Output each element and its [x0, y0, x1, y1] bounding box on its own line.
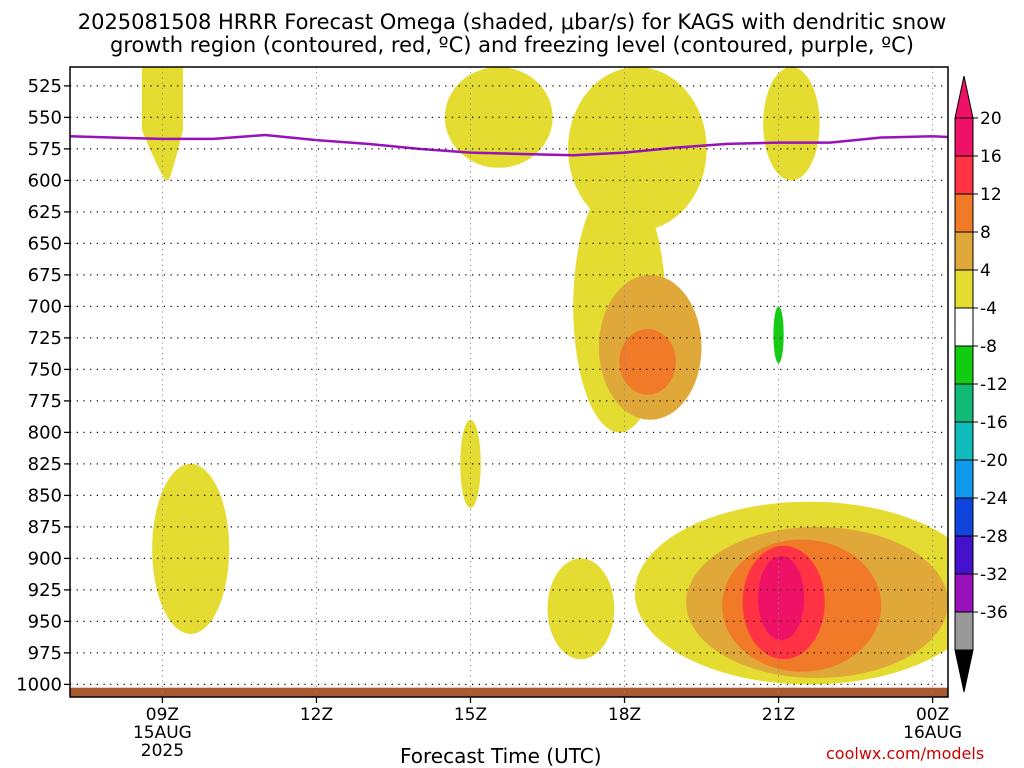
colorbar-label: -24	[980, 489, 1008, 509]
y-tick-label: 575	[28, 139, 62, 160]
colorbar-swatch	[954, 269, 974, 309]
omega-region-4-7	[460, 419, 481, 508]
colorbar-label: 12	[980, 185, 1002, 205]
chart-title-line-2: growth region (contoured, red, ºC) and f…	[110, 33, 914, 57]
colorbar-label: -20	[980, 451, 1008, 471]
chart-title-line-1: 2025081508 HRRR Forecast Omega (shaded, …	[77, 10, 947, 34]
x-tick-label: 12Z	[300, 705, 333, 725]
y-tick-label: 875	[28, 517, 62, 538]
colorbar-swatch	[954, 345, 974, 385]
omega-region-20-15	[758, 555, 805, 641]
y-tick-label: 550	[28, 107, 62, 128]
colorbar-label: 16	[980, 147, 1002, 167]
plot-frame	[69, 66, 949, 698]
x-tick-label: 09Z	[146, 705, 179, 725]
y-tick-label: 850	[28, 485, 62, 506]
y-tick-label: 800	[28, 422, 62, 443]
colorbar-label: -36	[980, 603, 1008, 623]
y-tick-label: 725	[28, 328, 62, 349]
y-tick-label: 675	[28, 265, 62, 286]
colorbar-swatch	[954, 611, 974, 651]
x-tick-label: 15Z	[454, 705, 487, 725]
colorbar-min-arrow	[954, 649, 974, 693]
y-tick-label: 650	[28, 233, 62, 254]
colorbar-swatch	[954, 573, 974, 613]
y-tick-label: 525	[28, 76, 62, 97]
ground-surface	[70, 687, 948, 697]
colorbar-swatch	[954, 117, 974, 157]
colorbar-swatch	[954, 421, 974, 461]
y-tick-label: 950	[28, 611, 62, 632]
colorbar-label: 4	[980, 261, 991, 281]
plot-data-layer	[70, 67, 948, 697]
colorbar-swatch	[954, 193, 974, 233]
y-tick-label: 975	[28, 643, 62, 664]
omega-region-12-6	[619, 329, 676, 395]
y-tick-label: 825	[28, 454, 62, 475]
omega-region-4-10	[547, 558, 615, 660]
y-tick-label: 925	[28, 580, 62, 601]
x-tick-date-label: 15AUG	[133, 723, 192, 743]
credit-link[interactable]: coolwx.com/models	[826, 744, 985, 763]
colorbar-label: 20	[980, 109, 1002, 129]
y-tick-label: 600	[28, 170, 62, 191]
colorbar-swatch	[954, 383, 974, 423]
y-tick-label: 700	[28, 296, 62, 317]
y-tick-label: 775	[28, 391, 62, 412]
x-tick-label: 00Z	[916, 705, 949, 725]
omega-region-4-9	[152, 463, 230, 634]
colorbar-label: -4	[980, 299, 997, 319]
colorbar-swatch	[954, 307, 974, 347]
colorbar-swatch	[954, 497, 974, 537]
freezing-level-line	[70, 133, 948, 157]
y-tick-label: 1000	[16, 674, 62, 695]
colorbar-max-arrow	[954, 75, 974, 119]
omega-region-4-0	[141, 67, 183, 181]
x-axis-title: Forecast Time (UTC)	[400, 744, 602, 768]
colorbar-swatch	[954, 231, 974, 271]
x-tick-year-label: 2025	[141, 741, 184, 761]
colorbar-label: -16	[980, 413, 1008, 433]
y-tick-label: 625	[28, 202, 62, 223]
x-tick-label: 18Z	[608, 705, 641, 725]
colorbar-swatch	[954, 459, 974, 499]
y-tick-label: 900	[28, 548, 62, 569]
y-tick-label: 750	[28, 359, 62, 380]
omega-region--4-8	[773, 306, 784, 364]
colorbar-label: -8	[980, 337, 997, 357]
x-tick-label: 21Z	[762, 705, 795, 725]
colorbar-label: 8	[980, 223, 991, 243]
colorbar-swatch	[954, 155, 974, 195]
colorbar-label: -28	[980, 527, 1008, 547]
omega-region-4-3	[763, 67, 820, 181]
colorbar-swatch	[954, 535, 974, 575]
colorbar-label: -12	[980, 375, 1008, 395]
colorbar-label: -32	[980, 565, 1008, 585]
omega-region-4-1	[444, 67, 553, 168]
x-tick-date-label: 16AUG	[903, 723, 962, 743]
